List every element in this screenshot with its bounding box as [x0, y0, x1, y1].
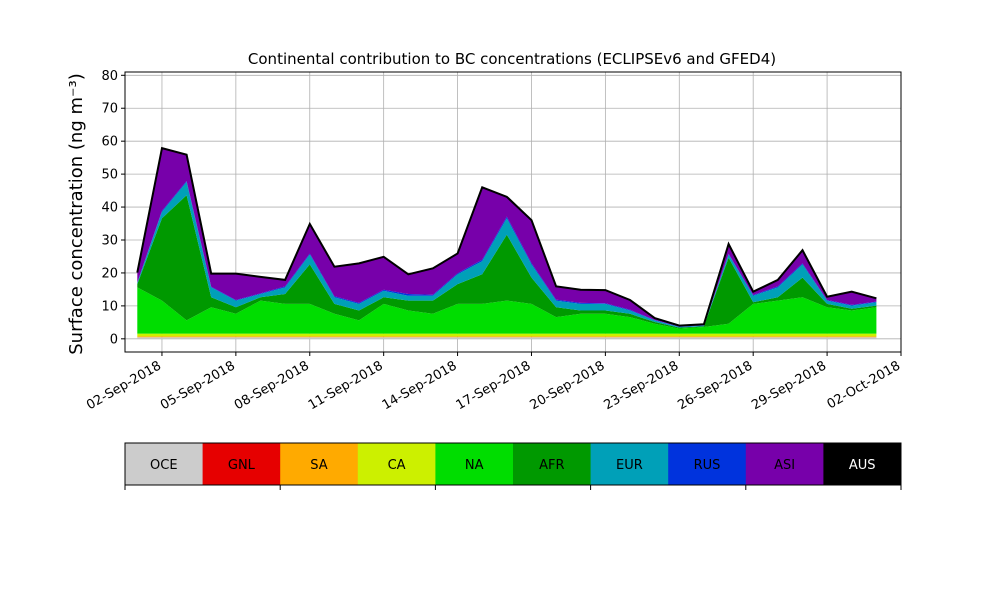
total-outline: [136, 146, 877, 327]
area-oce: [137, 337, 877, 339]
legend-swatch-sa: [280, 443, 359, 485]
y-tick-label: 30: [101, 234, 118, 249]
chart-title: Continental contribution to BC concentra…: [248, 50, 776, 68]
legend-swatch-asi: [745, 443, 824, 485]
area-eur: [137, 182, 877, 328]
stacked-areas: [136, 146, 877, 339]
y-tick-label: 60: [101, 135, 118, 150]
y-tick-label: 70: [101, 102, 118, 117]
legend-colorbar: OCE GNL SA CA NA AFR EUR RUS ASI AUS: [124, 442, 902, 490]
legend-frame: [124, 442, 902, 486]
legend-swatch-eur: [590, 443, 669, 485]
legend-swatch-aus: [823, 443, 902, 485]
legend-label-afr: AFR: [539, 458, 564, 473]
legend-label-rus: RUS: [694, 458, 721, 473]
legend-label-sa: SA: [310, 458, 327, 473]
y-axis-ticks: 0 10 20 30 40 50 60 70 80: [101, 69, 125, 347]
area-ca: [137, 333, 877, 337]
legend-label-asi: ASI: [774, 458, 795, 473]
y-tick-label: 50: [101, 168, 118, 183]
legend-label-ca: CA: [388, 458, 406, 473]
legend-label-eur: EUR: [616, 458, 643, 473]
y-tick-label: 80: [101, 69, 118, 84]
legend-swatch-rus: [668, 443, 747, 485]
plot-frame: [124, 71, 902, 353]
legend-label-gnl: GNL: [228, 458, 256, 473]
legend-swatch-gnl: [202, 443, 281, 485]
y-tick-label: 40: [101, 201, 118, 216]
legend-swatch-afr: [513, 443, 592, 485]
area-rus: [137, 181, 877, 327]
legend-label-aus: AUS: [849, 458, 876, 473]
area-afr: [137, 195, 877, 329]
y-axis-label: Surface concentration (ng m⁻³): [66, 73, 87, 355]
legend-label-na: NA: [465, 458, 484, 473]
legend-swatch-oce: [125, 443, 204, 485]
legend-label-oce: OCE: [150, 458, 178, 473]
legend-swatch-na: [435, 443, 514, 485]
y-tick-label: 0: [110, 332, 118, 347]
area-na: [137, 287, 877, 334]
legend-swatch-ca: [357, 443, 436, 485]
y-tick-label: 10: [101, 299, 118, 314]
area-sa: [137, 336, 877, 338]
y-tick-label: 20: [101, 266, 118, 281]
